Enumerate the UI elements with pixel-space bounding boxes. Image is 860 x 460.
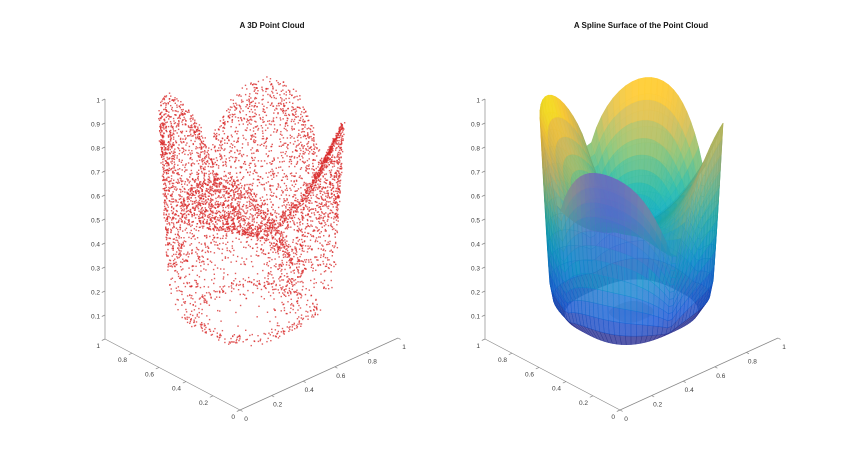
left-plot-title: A 3D Point Cloud [239,21,305,30]
right-plot-title: A Spline Surface of the Point Cloud [573,21,709,30]
